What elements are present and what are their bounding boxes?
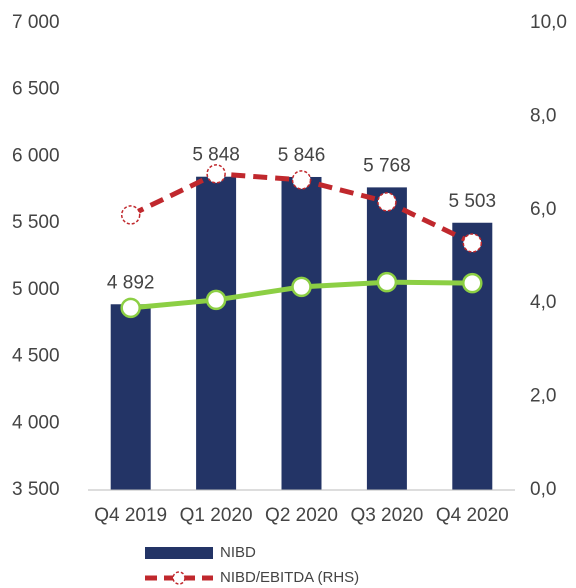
line-marker — [462, 272, 483, 294]
legend-marker — [172, 571, 186, 585]
data-label: 5 848 — [192, 145, 240, 166]
y2-tick-label: 0,0 — [530, 479, 556, 500]
bar — [281, 176, 322, 491]
line-marker — [291, 276, 312, 298]
bar — [110, 304, 151, 490]
line-marker — [120, 205, 141, 225]
bar — [196, 176, 237, 490]
y-tick-label: 4 000 — [12, 412, 60, 433]
x-tick-label: Q1 2020 — [180, 505, 253, 526]
y2-tick-label: 6,0 — [530, 199, 556, 220]
bar — [452, 222, 493, 491]
y2-tick-label: 2,0 — [530, 386, 556, 407]
y2-tick-label: 4,0 — [530, 292, 556, 313]
line-marker — [120, 297, 141, 319]
line-marker — [291, 170, 312, 190]
x-tick-label: Q3 2020 — [350, 505, 423, 526]
legend-label: NIBD/EBITDA (RHS) — [220, 569, 359, 586]
y-tick-label: 6 000 — [12, 145, 60, 166]
data-label: 5 768 — [363, 155, 411, 176]
line-marker — [206, 164, 226, 184]
legend-label: NIBD — [220, 544, 256, 561]
y-tick-label: 5 500 — [12, 212, 60, 233]
line-marker — [376, 271, 398, 293]
y2-tick-label: 8,0 — [530, 105, 556, 126]
y-tick-label: 7 000 — [12, 12, 60, 33]
x-tick-label: Q4 2020 — [436, 505, 509, 526]
data-label: 5 846 — [278, 145, 326, 166]
data-label: 4 892 — [107, 272, 155, 293]
line-marker — [377, 192, 397, 212]
x-tick-label: Q2 2020 — [265, 505, 338, 526]
y-tick-label: 5 000 — [12, 279, 60, 300]
line-marker — [205, 289, 227, 311]
legend-swatch — [145, 547, 213, 559]
line-marker — [462, 233, 483, 253]
y-tick-label: 3 500 — [12, 479, 60, 500]
bar — [366, 187, 407, 490]
y-tick-label: 6 500 — [12, 79, 60, 100]
x-tick-label: Q4 2019 — [94, 505, 167, 526]
y2-tick-label: 10,0 — [530, 12, 567, 33]
data-label: 5 503 — [449, 191, 497, 212]
y-tick-label: 4 500 — [12, 346, 60, 367]
